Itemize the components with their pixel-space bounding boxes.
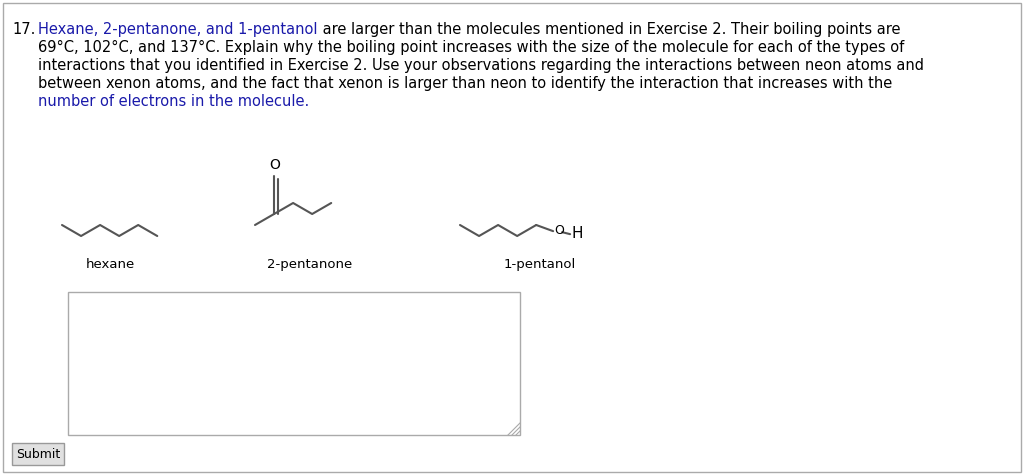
Bar — [68, 292, 520, 435]
Text: hexane: hexane — [85, 258, 134, 271]
Text: H: H — [571, 226, 583, 241]
Text: Hexane, 2-pentanone, and 1-pentanol: Hexane, 2-pentanone, and 1-pentanol — [38, 22, 317, 37]
Text: O: O — [554, 224, 564, 237]
Bar — [12, 443, 63, 465]
Text: 2-pentanone: 2-pentanone — [267, 258, 352, 271]
Text: Submit: Submit — [16, 447, 60, 460]
Text: 1-pentanol: 1-pentanol — [504, 258, 577, 271]
Text: interactions that you identified in Exercise 2. Use your observations regarding : interactions that you identified in Exer… — [38, 58, 924, 73]
Text: are larger than the molecules mentioned in Exercise 2. Their boiling points are: are larger than the molecules mentioned … — [317, 22, 900, 37]
Text: number of electrons in the molecule.: number of electrons in the molecule. — [38, 94, 309, 109]
Text: 17.: 17. — [12, 22, 36, 37]
Text: 69°C, 102°C, and 137°C. Explain why the boiling point increases with the size of: 69°C, 102°C, and 137°C. Explain why the … — [38, 40, 904, 55]
Text: O: O — [269, 158, 281, 172]
Text: between xenon atoms, and the fact that xenon is larger than neon to identify the: between xenon atoms, and the fact that x… — [38, 76, 892, 91]
